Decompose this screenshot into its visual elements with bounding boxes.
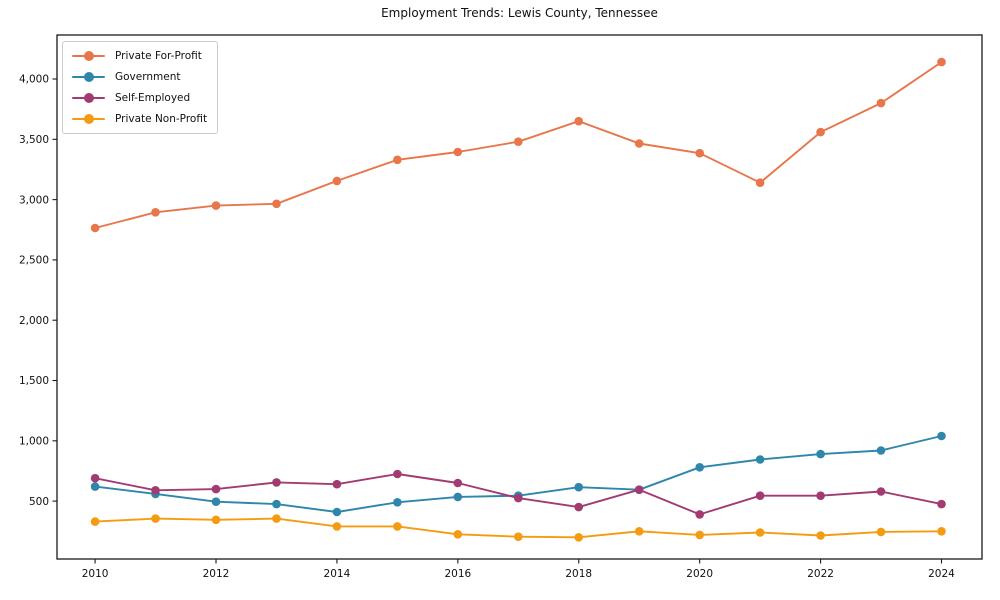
data-point-government xyxy=(816,449,825,459)
data-point-private-non-profit xyxy=(816,531,825,540)
y-tick-label: 4,000 xyxy=(19,74,49,86)
data-point-private-non-profit xyxy=(90,517,100,526)
data-point-self-employed xyxy=(453,478,463,488)
data-point-private-non-profit xyxy=(695,530,704,540)
legend-item-government: Government xyxy=(72,70,207,84)
data-point-government xyxy=(876,446,886,455)
y-tick-label: 3,500 xyxy=(19,134,49,146)
legend-marker-icon xyxy=(72,93,105,103)
x-tick-label: 2016 xyxy=(444,568,471,580)
data-point-private-non-profit xyxy=(211,515,221,525)
x-tick-label: 2010 xyxy=(82,568,109,580)
data-point-private-non-profit xyxy=(151,514,160,523)
data-point-self-employed xyxy=(816,491,825,501)
legend-item-self-employed: Self-Employed xyxy=(72,91,207,105)
x-tick-label: 2024 xyxy=(928,568,955,580)
data-point-government xyxy=(574,482,583,492)
legend: Private For-Profit Government Self-Employe… xyxy=(62,41,219,134)
data-point-private-for-profit xyxy=(816,127,825,137)
data-point-private-non-profit xyxy=(332,522,342,531)
legend-label: Private Non-Profit xyxy=(115,113,208,125)
y-tick-label: 500 xyxy=(29,496,49,508)
x-tick-label: 2014 xyxy=(324,568,351,580)
data-point-government xyxy=(937,431,946,441)
data-point-self-employed xyxy=(695,510,704,519)
data-point-self-employed xyxy=(393,469,402,479)
data-point-private-for-profit xyxy=(90,223,100,233)
data-point-private-for-profit xyxy=(755,178,765,187)
data-point-private-non-profit xyxy=(937,527,946,536)
x-tick-label: 2018 xyxy=(565,568,592,580)
data-point-self-employed xyxy=(514,493,523,503)
data-point-private-non-profit xyxy=(755,528,765,537)
data-point-private-non-profit xyxy=(272,514,281,523)
data-point-government xyxy=(90,482,100,491)
data-point-self-employed xyxy=(151,486,160,495)
legend-item-private-for-profit: Private For-Profit xyxy=(72,49,207,63)
legend-marker-icon xyxy=(72,51,105,61)
data-point-private-non-profit xyxy=(634,527,644,536)
legend-label: Private For-Profit xyxy=(115,50,202,62)
data-point-self-employed xyxy=(755,491,765,501)
data-point-self-employed xyxy=(937,499,946,509)
data-point-government xyxy=(755,455,765,464)
data-point-private-non-profit xyxy=(876,527,886,537)
data-point-private-for-profit xyxy=(695,148,704,158)
data-point-government xyxy=(695,463,704,472)
legend-label: Self-Employed xyxy=(115,92,191,104)
x-tick-label: 2022 xyxy=(807,568,834,580)
x-tick-label: 2020 xyxy=(686,568,713,580)
y-tick-label: 2,500 xyxy=(19,255,49,267)
data-point-government xyxy=(393,498,402,507)
data-point-self-employed xyxy=(272,478,281,487)
y-tick-label: 2,000 xyxy=(19,315,49,327)
y-tick-label: 3,000 xyxy=(19,194,49,206)
data-point-self-employed xyxy=(90,473,100,483)
data-point-government xyxy=(453,492,463,502)
data-point-private-non-profit xyxy=(393,522,402,531)
data-point-private-for-profit xyxy=(634,139,644,148)
data-point-private-for-profit xyxy=(574,116,583,126)
x-tick-label: 2012 xyxy=(203,568,230,580)
data-point-private-non-profit xyxy=(453,530,463,539)
data-point-private-non-profit xyxy=(514,532,523,541)
data-point-self-employed xyxy=(211,484,221,494)
data-point-private-non-profit xyxy=(574,533,583,542)
data-point-self-employed xyxy=(634,485,644,495)
data-point-government xyxy=(272,499,281,509)
data-point-private-for-profit xyxy=(876,98,886,108)
data-point-private-for-profit xyxy=(332,176,342,186)
plot-border xyxy=(56,34,983,560)
data-point-self-employed xyxy=(574,502,583,512)
y-tick-label: 1,500 xyxy=(19,375,49,387)
chart-title: Employment Trends: Lewis County, Tenness… xyxy=(381,6,658,20)
data-point-private-for-profit xyxy=(211,201,221,210)
data-point-private-for-profit xyxy=(393,155,402,165)
data-point-private-for-profit xyxy=(151,208,160,217)
data-point-government xyxy=(332,507,342,517)
data-point-private-for-profit xyxy=(453,147,463,157)
legend-item-private-non-profit: Private Non-Profit xyxy=(72,112,207,126)
data-point-private-for-profit xyxy=(272,199,281,209)
legend-marker-icon xyxy=(72,72,105,82)
legend-marker-icon xyxy=(72,114,105,124)
data-point-government xyxy=(211,497,221,507)
legend-label: Government xyxy=(115,71,181,83)
y-tick-label: 1,000 xyxy=(19,436,49,448)
data-point-private-for-profit xyxy=(937,57,946,67)
data-point-self-employed xyxy=(876,487,886,496)
data-point-self-employed xyxy=(332,479,342,489)
data-point-private-for-profit xyxy=(514,137,523,146)
